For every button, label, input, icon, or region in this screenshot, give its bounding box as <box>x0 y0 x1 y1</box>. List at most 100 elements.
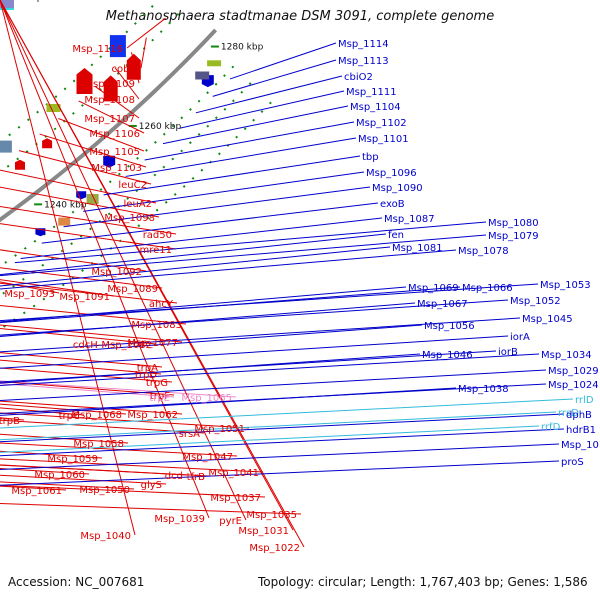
leader-line <box>0 0 247 521</box>
leader-line <box>114 67 140 100</box>
map-title: Methanosphaera stadtmanae DSM 3091, comp… <box>105 9 495 24</box>
leader-line <box>0 403 127 415</box>
gene-label-right: Msp_1011 <box>561 440 600 451</box>
gene-label-left: Msp_1039 <box>154 514 205 525</box>
gene-block-right-1 <box>195 71 210 80</box>
leader-line <box>0 324 183 343</box>
leader-line <box>0 302 416 337</box>
gene-label-left: leuC2 <box>118 180 147 191</box>
kbp-tick: 1280 kbp <box>210 43 264 53</box>
gene-label-left: pyrE <box>219 516 242 527</box>
leader-line <box>0 407 85 416</box>
gene-label-left: Msp_1062 <box>127 410 178 421</box>
leader-line <box>0 474 167 485</box>
gene-label-left: trpG <box>146 378 168 389</box>
kbp-tick-label: 1280 kbp <box>221 43 264 53</box>
leader-line <box>0 464 210 477</box>
gene-label-left: glyS <box>141 480 162 491</box>
gene-label-right: rrsD <box>558 408 579 419</box>
gene-label-right: rrfD <box>541 422 561 433</box>
leader-line <box>0 369 547 401</box>
leader-line <box>162 105 349 145</box>
leader-line <box>0 286 407 323</box>
gene-label-left: leuA2 <box>124 199 152 210</box>
gene-block-left-2 <box>0 140 12 153</box>
reverse-gene-2 <box>76 191 87 200</box>
leader-line <box>0 484 266 498</box>
leader-line <box>0 383 547 415</box>
gene-label-left: cdcH-Msp_1082 <box>73 340 152 351</box>
gene-label-right: cbiO2 <box>344 72 373 83</box>
gene-label-left: Msp_1105 <box>89 147 140 158</box>
leader-line <box>229 42 337 80</box>
forward-gene-3 <box>42 138 53 149</box>
leader-line <box>39 133 147 168</box>
gene-label-left: Msp_1098 <box>104 213 155 224</box>
gene-label-left: Msp_1108 <box>84 95 135 106</box>
leader-line <box>0 283 539 322</box>
gene-label-left: Msp_1103 <box>91 163 142 174</box>
leader-line <box>0 503 302 515</box>
gene-label-right: Msp_1081 <box>392 243 443 254</box>
leader-line <box>130 52 140 84</box>
gene-label-right: Msp_1090 <box>372 183 423 194</box>
gene-label-right: fen <box>388 230 404 241</box>
gene-label-left: rad50 <box>143 230 172 241</box>
gene-label-left: Msp_1050 <box>79 485 130 496</box>
gene-label-left: Msp_1037 <box>210 493 261 504</box>
gene-label-right: Msp_1029 <box>548 366 599 377</box>
gene-label-left: Msp_1093 <box>4 289 55 300</box>
leader-line <box>94 85 140 119</box>
leader-line <box>0 481 135 490</box>
gene-label-left: srsA <box>179 429 201 440</box>
gene-label-left: trpB <box>0 416 20 427</box>
gene-label-left: Msp_1109 <box>84 79 135 90</box>
gene-label-left: Msp_1060 <box>34 470 85 481</box>
gene-block-right-13 <box>0 0 14 8</box>
gene-label-right: Msp_1045 <box>522 314 573 325</box>
gene-label-right: Msp_1104 <box>350 102 401 113</box>
gene-label-left: Msp_1091 <box>59 292 110 303</box>
forward-gene-4 <box>15 159 25 170</box>
gene-label-right: iorA <box>510 332 530 343</box>
gene-label-right: proS <box>561 457 584 468</box>
gene-label-left: Msp_1077 <box>127 338 178 349</box>
gene-label-right: Msp_1052 <box>510 296 561 307</box>
leader-line <box>0 206 177 235</box>
gene-label-left: Msp_1092 <box>91 267 142 278</box>
gene-label-right: dphB <box>566 410 592 421</box>
gene-label-left: tfrB <box>187 472 206 483</box>
accession-text: Accession: NC_007681 <box>8 575 145 589</box>
gene-label-right: Msp_1114 <box>338 39 389 50</box>
leader-line <box>58 118 145 152</box>
gene-label-right: Msp_1113 <box>338 56 389 67</box>
leader-line <box>63 186 371 228</box>
gene-label-left: cobN <box>112 64 137 75</box>
leader-line <box>0 304 187 325</box>
leader-line <box>195 75 343 114</box>
gene-label-left: trpD <box>135 370 157 381</box>
leader-line <box>0 381 175 396</box>
gene-label-left: dcd <box>165 471 183 482</box>
gene-label-left: Msp_1031 <box>238 526 289 537</box>
leader-line <box>212 59 337 97</box>
gene-label-left: Msp_1116 <box>72 44 123 55</box>
leader-line <box>0 359 162 375</box>
leader-line <box>0 353 421 384</box>
gene-label-left: Msp_1065 <box>181 393 232 404</box>
gene-labels-layer: Msp_1116 cobN Msp_1109 Msp_1108 Msp_1107 Msp_… <box>0 39 600 554</box>
leader-line <box>103 155 361 196</box>
gene-label-left: Msp_1040 <box>80 531 131 542</box>
leader-line <box>0 328 157 345</box>
leader-line <box>140 37 147 69</box>
leader-line <box>18 150 152 185</box>
leader-line <box>0 460 560 486</box>
leader-line <box>0 0 305 548</box>
leader-line <box>0 317 521 353</box>
gene-label-left: Msp_1022 <box>249 543 300 554</box>
gene-label-right: Msp_1079 <box>488 231 539 242</box>
leader-line <box>14 221 487 264</box>
gene-label-left: Msp_1107 <box>84 114 135 125</box>
gene-label-left: Msp_1061 <box>11 486 62 497</box>
gene-label-left: trpA <box>137 363 158 374</box>
